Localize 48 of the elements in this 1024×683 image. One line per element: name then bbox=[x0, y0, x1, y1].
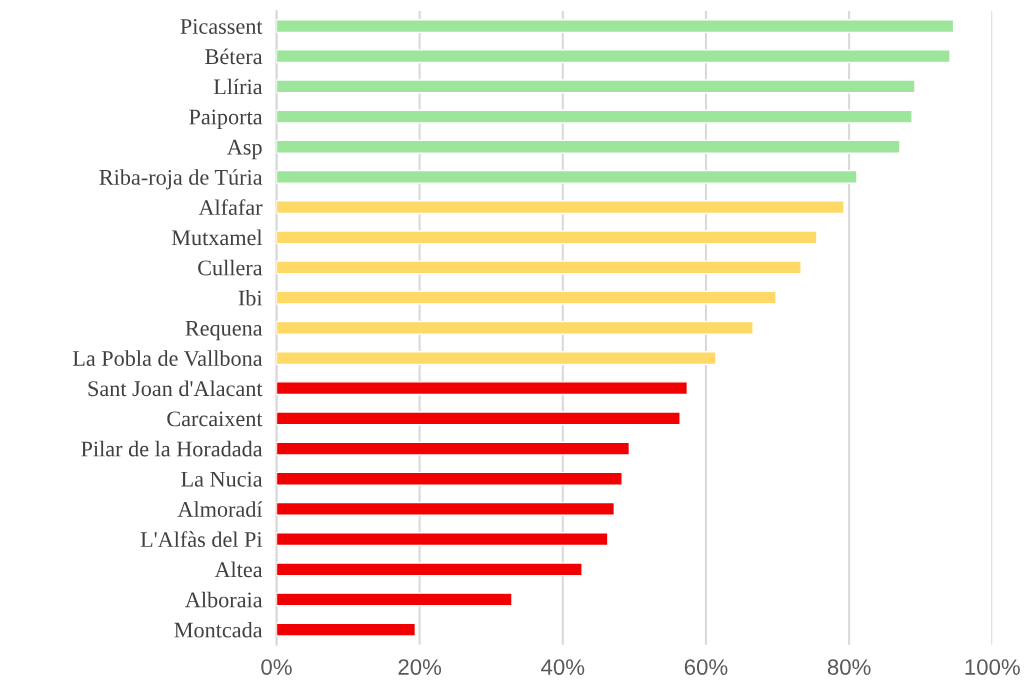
y-tick-label: La Nucia bbox=[181, 471, 263, 487]
x-tick-label: 80% bbox=[827, 659, 871, 675]
y-tick-label: Pilar de la Horadada bbox=[81, 440, 263, 457]
y-tick-label: Picassent bbox=[180, 19, 263, 34]
y-tick-label: Alfafar bbox=[198, 199, 263, 216]
y-tick-label: Mutxamel bbox=[171, 229, 263, 246]
bar bbox=[276, 622, 417, 637]
bar bbox=[276, 230, 818, 245]
y-tick-label: Llíria bbox=[213, 78, 263, 95]
x-tick-label: 20% bbox=[398, 659, 442, 675]
bar bbox=[276, 49, 951, 64]
bar bbox=[276, 139, 901, 154]
bar bbox=[276, 532, 609, 547]
y-tick-label: Almoradí bbox=[177, 501, 263, 517]
bar bbox=[276, 260, 802, 275]
y-tick-label: L'Alfàs del Pi bbox=[140, 531, 263, 548]
y-tick-label: Altea bbox=[214, 561, 263, 578]
bar bbox=[276, 18, 955, 34]
bar bbox=[276, 381, 689, 396]
y-tick-label: Requena bbox=[185, 321, 263, 341]
bar bbox=[276, 501, 616, 516]
y-tick-label: Sant Joan d'Alacant bbox=[88, 380, 263, 397]
bar bbox=[276, 471, 623, 486]
bar bbox=[276, 592, 513, 607]
bar bbox=[276, 200, 845, 215]
x-tick-label: 40% bbox=[541, 659, 585, 675]
y-tick-label: La Pobla de Vallbona bbox=[72, 350, 263, 367]
y-tick-label: Carcaixent bbox=[167, 411, 263, 427]
bar bbox=[276, 441, 631, 456]
y-tick-label: Ibi bbox=[238, 289, 263, 306]
bar bbox=[276, 562, 583, 577]
y-tick-label: Cullera bbox=[198, 259, 263, 276]
bar bbox=[276, 411, 681, 426]
y-tick-label: Asp bbox=[227, 139, 262, 160]
y-tick-label: Paiporta bbox=[189, 109, 263, 130]
y-tick-label: Bétera bbox=[205, 48, 263, 65]
x-tick-label: 100% bbox=[965, 659, 1020, 675]
bar bbox=[276, 320, 754, 335]
bar bbox=[276, 290, 777, 305]
bar bbox=[276, 79, 916, 94]
bar bbox=[276, 169, 858, 184]
y-tick-label: Riba-roja de Túria bbox=[99, 169, 263, 190]
y-tick-label: Montcada bbox=[174, 621, 263, 638]
bar bbox=[276, 350, 717, 366]
x-tick-label: 0% bbox=[261, 659, 292, 675]
x-tick-label: 60% bbox=[684, 659, 728, 675]
bar bbox=[276, 109, 913, 124]
y-tick-label: Alboraia bbox=[185, 591, 263, 608]
